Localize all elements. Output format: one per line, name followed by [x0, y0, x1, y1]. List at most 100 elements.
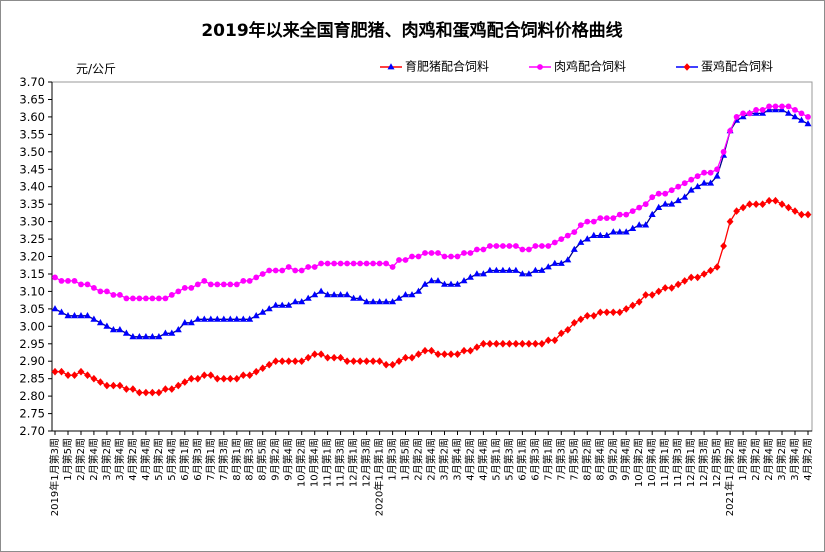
- data-point-layer-hen: [596, 308, 604, 317]
- y-tick-label: 3.10: [19, 284, 45, 298]
- data-point-layer-hen: [252, 367, 260, 376]
- data-point-broiler: [785, 103, 792, 110]
- data-point-fattening-pig: [369, 298, 377, 305]
- data-point-layer-hen: [136, 388, 143, 397]
- data-point-broiler: [402, 257, 409, 263]
- data-point-layer-hen: [200, 371, 208, 379]
- data-point-fattening-pig: [77, 312, 85, 319]
- data-point-layer-hen: [629, 301, 637, 310]
- data-point-fattening-pig: [629, 224, 637, 231]
- data-point-broiler: [519, 246, 526, 253]
- data-point-layer-hen: [285, 357, 293, 365]
- data-point-fattening-pig: [96, 319, 104, 326]
- data-point-fattening-pig: [512, 266, 520, 273]
- data-point-fattening-pig: [460, 277, 468, 284]
- data-point-fattening-pig: [103, 322, 111, 329]
- data-point-broiler: [590, 218, 597, 225]
- data-point-broiler: [649, 194, 656, 201]
- legend-label-layer-hen: 蛋鸡配合饲料: [701, 59, 773, 74]
- data-point-layer-hen: [467, 346, 474, 355]
- data-point-layer-hen: [149, 388, 156, 397]
- data-point-broiler: [344, 260, 350, 267]
- data-point-fattening-pig: [90, 315, 98, 322]
- data-point-broiler: [545, 243, 552, 249]
- x-tick-label: 12月第3周: [360, 438, 373, 487]
- data-point-broiler: [123, 295, 130, 302]
- data-point-fattening-pig: [265, 305, 273, 312]
- data-point-layer-hen: [291, 357, 299, 365]
- data-point-layer-hen: [174, 381, 182, 390]
- data-point-broiler: [753, 107, 759, 113]
- x-tick-label: 5月第4周: [165, 438, 178, 481]
- data-point-fattening-pig: [148, 333, 156, 340]
- data-point-layer-hen: [726, 217, 734, 226]
- data-point-layer-hen: [519, 339, 526, 348]
- data-point-broiler: [513, 243, 519, 249]
- x-tick-label: 2021年1月第2周: [723, 438, 736, 516]
- data-point-layer-hen: [350, 357, 357, 365]
- data-point-layer-hen: [791, 207, 799, 215]
- data-point-fattening-pig: [187, 319, 195, 326]
- data-point-fattening-pig: [583, 235, 591, 242]
- y-tick-label: 2.70: [19, 424, 45, 438]
- x-tick-label: 3月第4周: [451, 438, 464, 481]
- x-tick-label: 8月第5周: [256, 438, 269, 481]
- data-point-broiler: [441, 253, 448, 260]
- series-broiler: [52, 103, 811, 302]
- data-point-fattening-pig: [213, 315, 221, 322]
- data-point-layer-hen: [181, 378, 189, 386]
- data-point-fattening-pig: [642, 221, 650, 228]
- y-tick-label: 3.20: [19, 250, 45, 264]
- data-point-layer-hen: [84, 371, 91, 379]
- data-point-broiler: [655, 190, 662, 197]
- data-point-broiler: [168, 292, 175, 298]
- y-axis: 3.70 3.65 3.60 3.55 3.50 3.45 3.40 3.35 3.30 3.25…: [19, 75, 52, 438]
- data-point-fattening-pig: [596, 231, 604, 238]
- data-point-broiler: [603, 215, 610, 222]
- data-point-layer-hen: [304, 353, 312, 362]
- data-point-broiler: [298, 267, 305, 274]
- data-point-layer-hen: [187, 374, 195, 383]
- data-point-broiler: [136, 295, 143, 302]
- data-point-broiler: [357, 260, 363, 267]
- data-point-fattening-pig: [64, 312, 72, 319]
- data-point-layer-hen: [428, 346, 435, 355]
- data-point-layer-hen: [239, 371, 247, 379]
- data-point-broiler: [493, 243, 500, 249]
- y-tick-label: 3.15: [19, 267, 45, 281]
- data-point-broiler: [487, 243, 493, 249]
- data-point-fattening-pig: [499, 266, 507, 273]
- data-point-layer-hen: [369, 357, 377, 365]
- data-point-layer-hen: [272, 357, 280, 365]
- data-point-fattening-pig: [252, 312, 260, 319]
- x-tick-label: 1月第5周: [399, 438, 412, 481]
- data-point-broiler: [564, 232, 571, 239]
- data-point-layer-hen: [402, 353, 409, 362]
- data-point-broiler: [91, 285, 97, 291]
- data-point-broiler: [389, 264, 396, 270]
- data-point-broiler: [629, 208, 636, 215]
- data-point-broiler: [668, 187, 675, 194]
- data-point-broiler: [642, 201, 649, 208]
- data-point-broiler: [156, 295, 162, 302]
- x-tick-label: 8月第1周: [230, 438, 243, 481]
- x-tick-label: 4月第4周: [476, 438, 489, 481]
- data-point-broiler: [350, 260, 357, 267]
- data-point-fattening-pig: [376, 298, 384, 305]
- data-point-fattening-pig: [207, 315, 215, 322]
- x-tick-label: 10月第4周: [308, 438, 321, 487]
- data-point-broiler: [207, 281, 214, 288]
- data-point-fattening-pig: [570, 245, 578, 252]
- data-point-broiler: [461, 250, 467, 256]
- data-point-layer-hen: [324, 353, 331, 362]
- y-tick-label: 3.25: [19, 232, 45, 246]
- data-point-fattening-pig: [531, 266, 539, 273]
- data-point-layer-hen: [382, 360, 390, 369]
- y-tick-label: 3.30: [19, 215, 45, 229]
- x-tick-label: 11月第3周: [671, 438, 684, 487]
- y-axis-unit-label: 元/公斤: [76, 62, 116, 76]
- data-point-fattening-pig: [246, 315, 254, 322]
- data-point-fattening-pig: [798, 116, 805, 123]
- x-tick-label: 1月第4周: [736, 438, 749, 481]
